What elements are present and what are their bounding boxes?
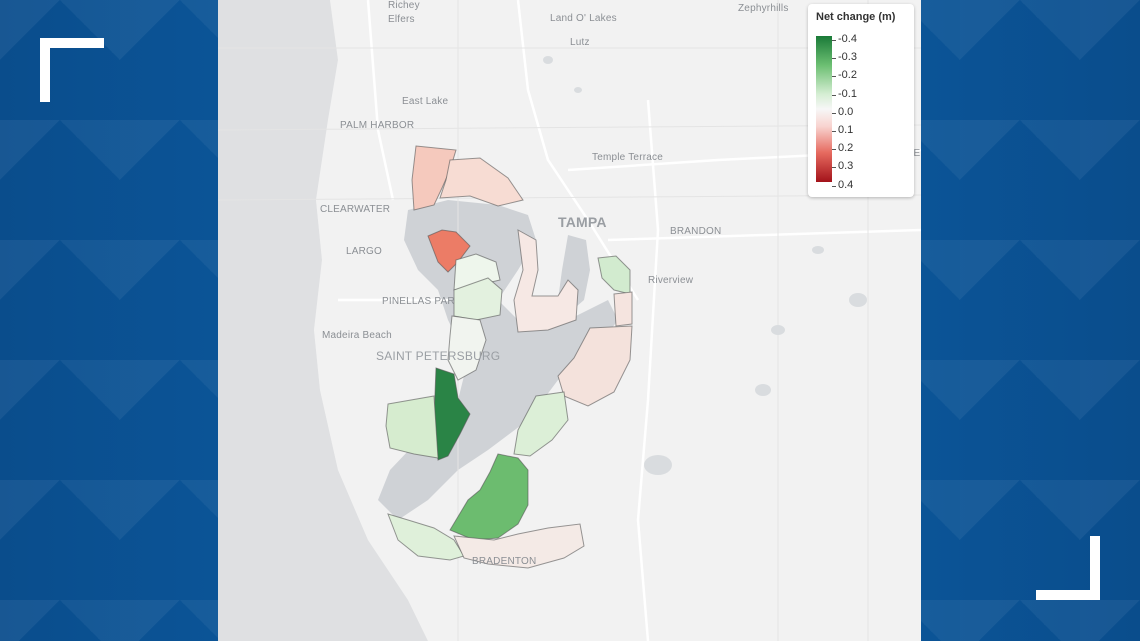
- zone-safety-harbor: [427, 229, 471, 273]
- legend-tick: [832, 58, 836, 60]
- legend-label: 0.2: [838, 142, 854, 155]
- zone-little-manatee: [513, 391, 569, 457]
- legend-label: -0.2: [838, 69, 857, 82]
- place-madeira-beach: Madeira Beach: [322, 330, 392, 341]
- zone-gulfport: [385, 395, 439, 459]
- legend-tick: [832, 131, 836, 132]
- place-tampa: TAMPA: [558, 214, 607, 230]
- legend-tick: [832, 40, 836, 41]
- legend-tick: [832, 94, 836, 96]
- place-land-o-lakes: Land O' Lakes: [550, 13, 617, 24]
- place-pinellas-park: PINELLAS PAR: [382, 296, 455, 307]
- roads: [338, 0, 921, 641]
- place-bradenton: BRADENTON: [472, 556, 537, 567]
- frame-corner-bottom-right: [1036, 536, 1100, 600]
- place-clearwater: CLEARWATER: [320, 204, 391, 215]
- place-largo: LARGO: [346, 246, 383, 257]
- place-east-lake: East Lake: [402, 96, 449, 107]
- zone-ruskin: [557, 325, 633, 407]
- place-riverview: Riverview: [648, 275, 694, 286]
- legend-tick: [832, 167, 836, 169]
- zone-hillsborough-bay-east: [513, 229, 579, 333]
- legend-label: -0.1: [838, 87, 857, 100]
- legend-label: 0.1: [838, 124, 854, 136]
- zone-north-pinellas-east: [411, 145, 457, 211]
- place-lutz: Lutz: [570, 37, 590, 48]
- legend-label: 0.3: [838, 160, 854, 173]
- legend-tick: [832, 112, 836, 114]
- place-zephyrhills: Zephyrhills: [738, 3, 789, 14]
- place-richey: Richey: [388, 0, 420, 11]
- legend-color-ramp: [816, 36, 832, 182]
- map-panel[interactable]: Richey Elfers Land O' Lakes Zephyrhills …: [218, 0, 921, 641]
- zone-gibsonton: [613, 291, 633, 327]
- place-elfers: Elfers: [388, 14, 415, 25]
- legend-label: 0.0: [838, 105, 854, 118]
- zone-st-pete-central: [447, 315, 487, 381]
- zone-oldsmar: [439, 157, 524, 207]
- legend-title: Net change (m): [816, 11, 896, 23]
- gulf-water: [218, 0, 428, 641]
- frame-corner-top-left: [40, 38, 104, 102]
- zone-bradenton-south: [453, 523, 585, 569]
- place-saint-petersburg: SAINT PETERSBURG: [376, 349, 501, 363]
- legend-label: -0.3: [838, 51, 857, 64]
- place-palm-harbor: PALM HARBOR: [340, 120, 415, 131]
- map-legend: Net change (m) -0.4 -0.3 -0.2 -0.1 0.0 0.1 0.2…: [808, 4, 914, 197]
- net-change-zones: [385, 145, 633, 569]
- map-canvas: [218, 0, 921, 641]
- place-brandon: BRANDON: [670, 226, 722, 237]
- legend-tick: [832, 76, 836, 78]
- place-temple-terrace: Temple Terrace: [592, 152, 663, 163]
- legend-tick: [832, 149, 836, 151]
- legend-tick: [832, 185, 836, 187]
- legend-label: -0.4: [838, 33, 857, 45]
- legend-label: 0.4: [838, 178, 854, 191]
